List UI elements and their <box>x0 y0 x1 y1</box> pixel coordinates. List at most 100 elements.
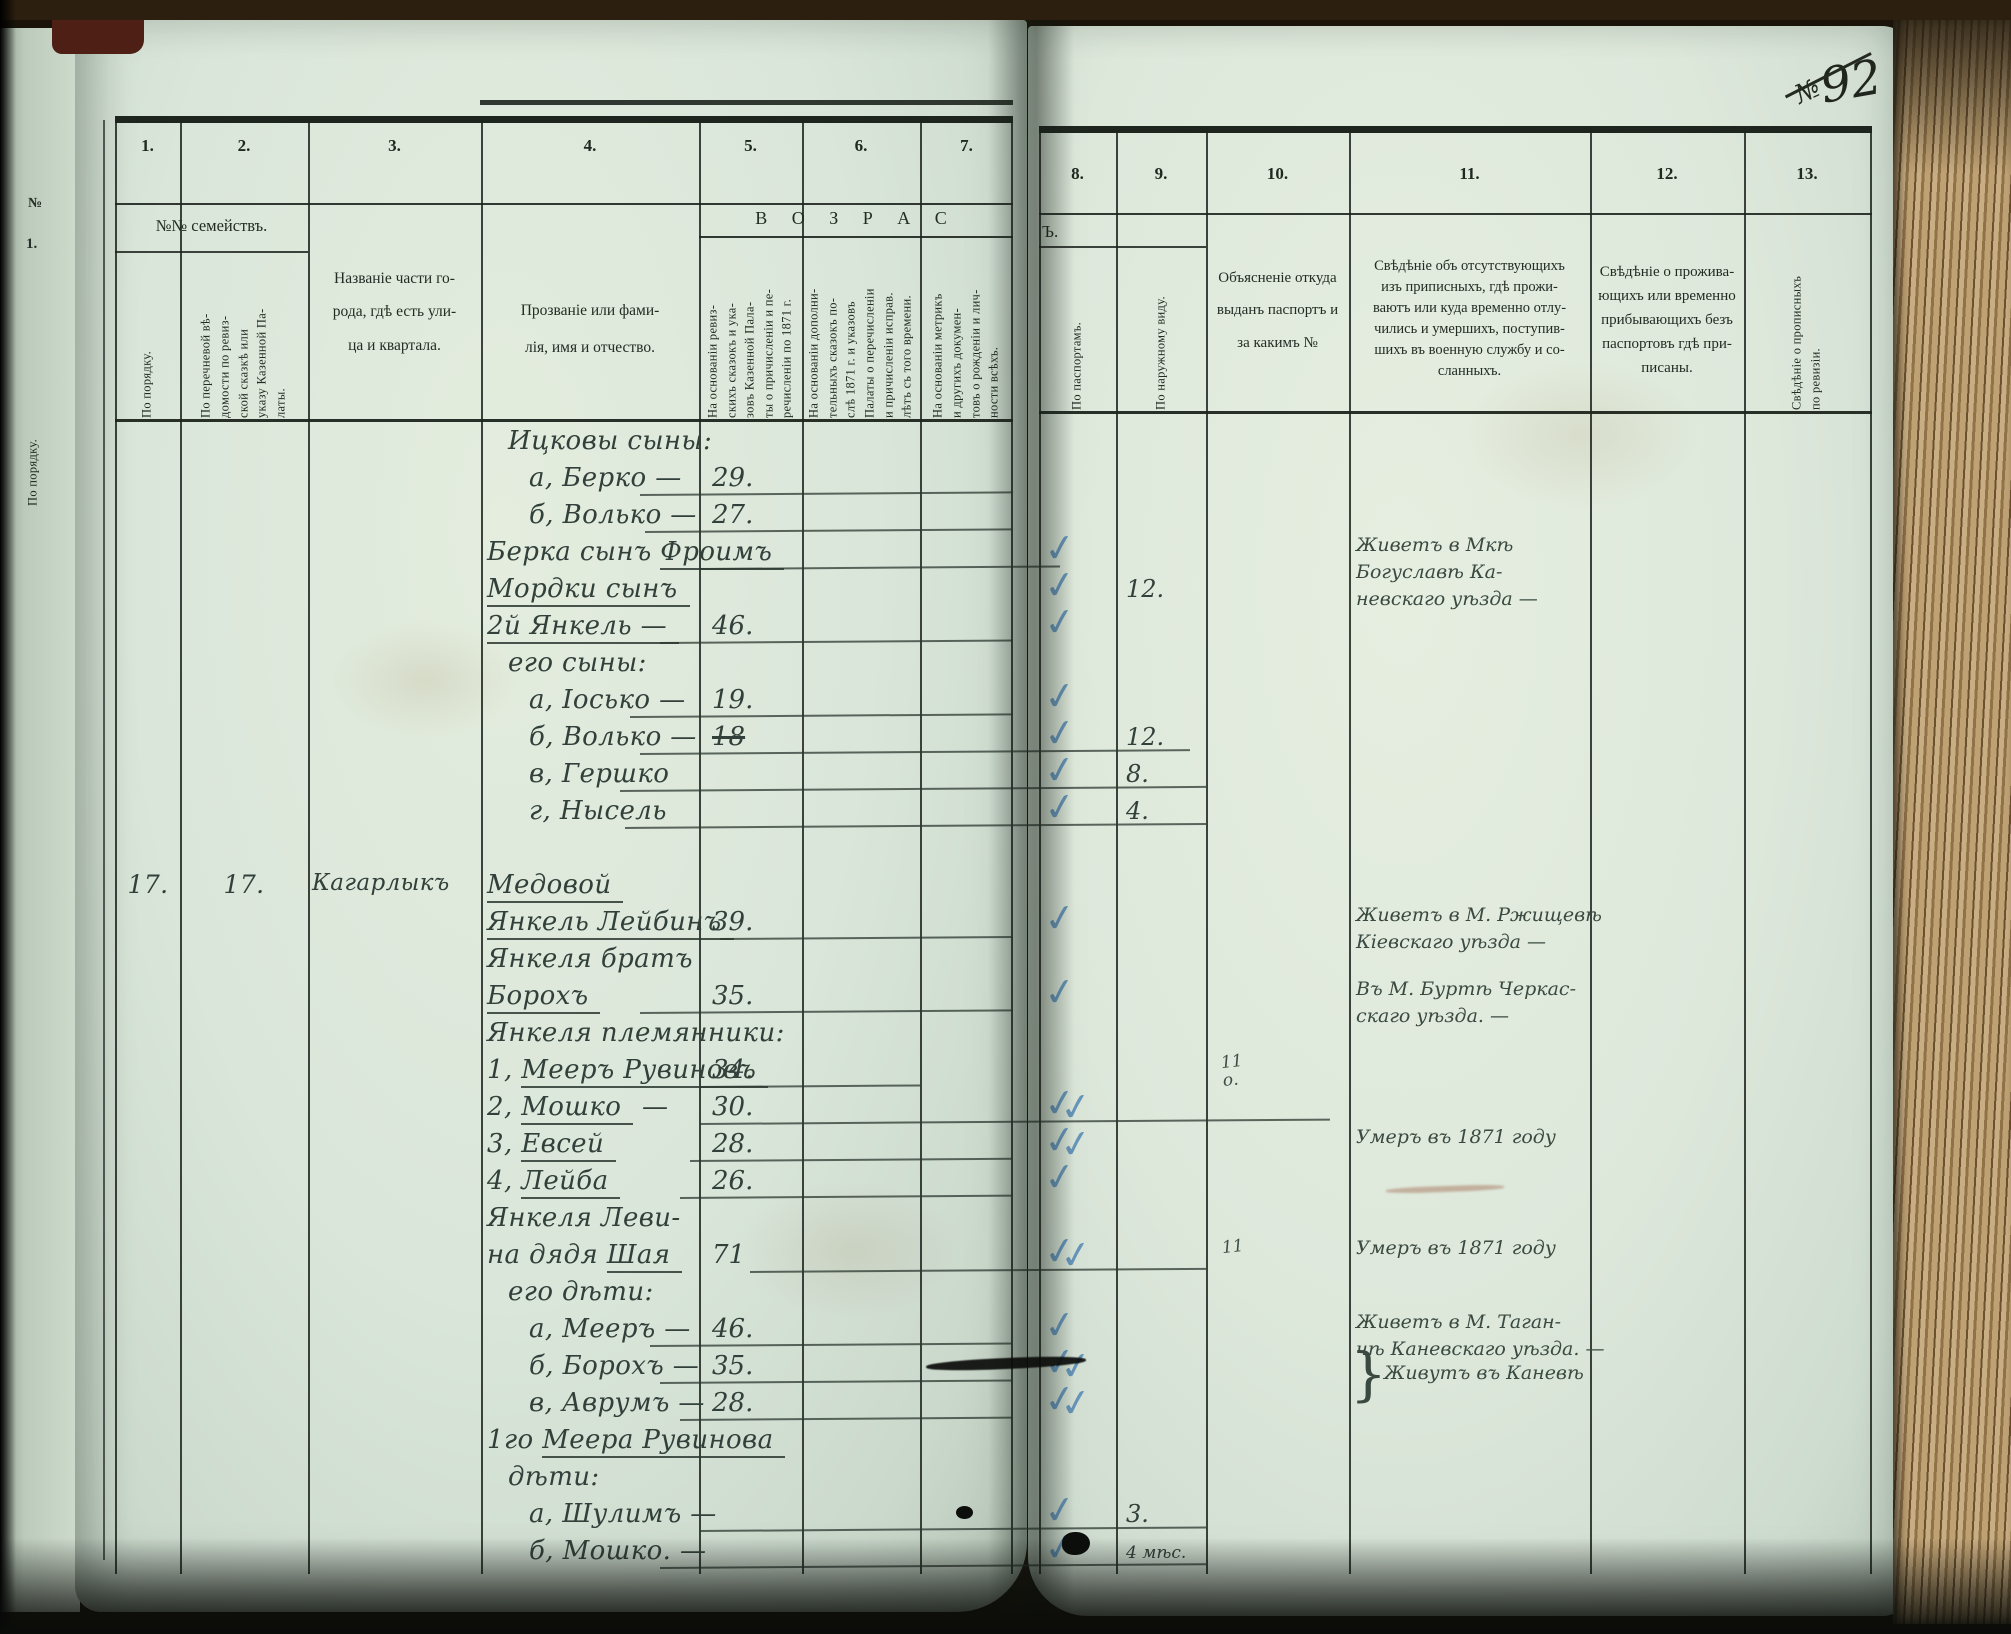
age-value: 29. <box>712 463 754 493</box>
grid-line <box>1744 128 1746 1574</box>
pencil-mark: 11 о. <box>1219 1050 1244 1091</box>
register-number-cell: 17. <box>223 870 265 899</box>
grid-line <box>1039 126 1872 133</box>
age-value: 19. <box>712 685 754 715</box>
column-number: 12. <box>1656 164 1678 183</box>
column-header-line: Палаты о перечисленіи <box>862 288 877 418</box>
column-header: Свѣдѣніе о прописныхъ по ревизіи. <box>1745 250 1869 410</box>
apparent-age-value: 8. <box>1126 760 1149 788</box>
note: Умеръ въ 1871 году <box>1356 1126 1556 1148</box>
column-header: Свѣдѣніе о прожива- ющихъ или временно п… <box>1598 264 1736 376</box>
table-row: Мордки сынъ✓12. <box>0 561 2011 610</box>
age-value: 34. <box>712 1055 754 1085</box>
person-name: Борохъ <box>487 981 601 1014</box>
column-header-line: На основаніи метрикъ <box>930 293 945 418</box>
name-plain: его сыны: <box>508 648 647 678</box>
table-row: Берка сынъ Фроимъ✓ <box>0 524 2011 573</box>
table-row: а, Берко — 29. <box>0 462 2011 499</box>
grid-line <box>1039 128 1041 1574</box>
name-underlined: Меера Рувинова <box>542 1425 786 1458</box>
person-name: 3, Евсей <box>487 1129 617 1162</box>
column-number: 7. <box>960 136 973 155</box>
table-row: дѣти: <box>0 1461 2011 1498</box>
grid-line <box>1590 128 1592 1574</box>
table-row: в, Аврумъ —28.✓✓ <box>0 1375 2011 1427</box>
family-number-cell: 17. <box>127 870 169 899</box>
grid-line <box>115 118 117 1574</box>
grid-line <box>103 120 105 1560</box>
grid-line <box>1870 128 1872 1574</box>
left-dark-edge <box>0 0 16 1634</box>
column-header-line: ты о причисленіи и пе- <box>761 288 776 418</box>
strip-no-label: № <box>28 196 43 211</box>
table-row: Янкеля Леви- <box>0 1202 2011 1239</box>
name-plain: б, Борохъ — <box>529 1351 700 1381</box>
name-underlined: Евсей <box>521 1129 617 1162</box>
person-name: 2й Янкель — <box>487 611 679 644</box>
table-row: его сыны: <box>0 647 2011 684</box>
column-header-line: лѣтъ съ того времени. <box>899 295 914 418</box>
age-value: 27. <box>712 500 754 530</box>
age-value: 28. <box>712 1129 754 1159</box>
apparent-age-value: 12. <box>1126 575 1165 603</box>
paper-stain <box>330 620 520 740</box>
column-header-line: товъ о рожденіи и лич- <box>968 289 982 418</box>
hand-rule <box>624 822 1206 829</box>
hand-rule <box>629 713 1013 718</box>
column-number: 6. <box>854 136 868 155</box>
age-value: 18 <box>712 722 746 752</box>
column-header: Названіе части го- рода, гдѣ есть ули- ц… <box>332 270 457 354</box>
column-number: 10. <box>1266 164 1289 183</box>
table-row: 1, Мееръ Рувиновъ 34. 11 о. <box>0 1050 2011 1091</box>
left-page <box>75 20 1027 1612</box>
grid-line <box>1039 246 1206 248</box>
column-number: 4. <box>583 136 597 155</box>
column-header-line: и причисленіи исправ. <box>881 292 896 418</box>
column-header-line: По порядку. <box>139 350 154 418</box>
name-underlined: Фроимъ <box>660 537 785 570</box>
grid-line <box>1039 213 1872 215</box>
age-band-label-right: Ъ. <box>1042 222 1082 242</box>
person-name: Мордки сынъ <box>487 574 690 607</box>
grid-line <box>1349 128 1351 1574</box>
person-name: 1, Мееръ Рувиновъ <box>487 1055 769 1088</box>
person-name: а, Мееръ — <box>529 1314 691 1344</box>
hand-rule <box>644 528 1013 533</box>
column-header-line: речисленіи по 1871 г. <box>779 298 794 418</box>
column-header: Прозваніе или фами- лія, имя и отчество. <box>520 302 660 357</box>
age-value: 26. <box>712 1166 754 1196</box>
column-header-line: зовъ Казенной Пала- <box>742 301 757 418</box>
name-plain: 1го <box>487 1425 543 1455</box>
name-plain: его дѣти: <box>508 1277 654 1307</box>
column-header: По перечневой вѣ-домости по ревиз-ской с… <box>181 258 307 418</box>
grid-line <box>480 100 1013 105</box>
table-row: г, Нысель✓4. <box>0 783 2011 832</box>
person-name: а, Іосько — <box>529 685 686 715</box>
table-row: его дѣти: <box>0 1276 2011 1313</box>
column-header-line: ской сказкѣ или <box>236 328 251 418</box>
note: Въ М. Буртѣ Черкас- скаго уѣзда. — <box>1356 978 1576 1027</box>
name-underlined: Янкель Лейбинъ <box>487 907 734 940</box>
person-name: в, Аврумъ — <box>529 1388 705 1418</box>
age-value: 30. <box>712 1092 754 1122</box>
book-gutter-shadow <box>988 20 1074 1618</box>
bottom-shadow <box>0 1538 2011 1634</box>
person-name: Берка сынъ Фроимъ <box>487 537 785 570</box>
table-row: б, Волько —18✓12. <box>0 709 2011 758</box>
person-name: Янкель Лейбинъ <box>487 907 734 940</box>
column-header-line: и другихъ докумен- <box>949 308 964 418</box>
name-plain: а, Іосько — <box>529 685 686 715</box>
person-name: б, Волько — <box>529 722 697 752</box>
grid-line <box>481 118 483 1574</box>
name-plain: б, Волько — <box>529 500 697 530</box>
person-name: б, Волько — <box>529 500 697 530</box>
table-row: в, Гершко✓8. <box>0 746 2011 795</box>
person-name: а, Шулимъ — <box>529 1499 717 1529</box>
age-value: 46. <box>712 611 754 641</box>
page-edge-stack <box>1893 14 2011 1624</box>
grid-line <box>115 203 1013 205</box>
